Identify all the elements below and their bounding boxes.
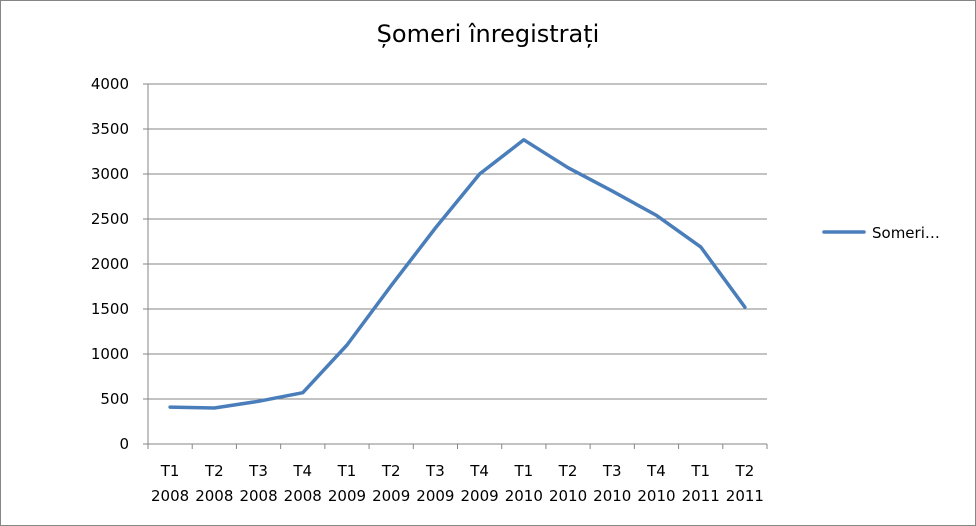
y-tick-label: 4000 bbox=[91, 75, 129, 93]
x-tick-label-quarter: T2 bbox=[558, 462, 578, 480]
x-tick-label-quarter: T1 bbox=[160, 462, 180, 480]
x-tick-label-quarter: T3 bbox=[248, 462, 268, 480]
x-tick-label-year: 2008 bbox=[239, 487, 277, 505]
y-tick-label: 2000 bbox=[91, 255, 129, 273]
x-tick-label-year: 2009 bbox=[372, 487, 410, 505]
x-tick-label-year: 2008 bbox=[151, 487, 189, 505]
x-tick-label-quarter: T4 bbox=[646, 462, 666, 480]
x-tick-label-quarter: T2 bbox=[381, 462, 401, 480]
x-tick-label-year: 2011 bbox=[682, 487, 720, 505]
x-tick-label-year: 2008 bbox=[195, 487, 233, 505]
x-tick-label-year: 2010 bbox=[505, 487, 543, 505]
x-tick-label-quarter: T4 bbox=[292, 462, 312, 480]
x-tick-label-year: 2009 bbox=[416, 487, 454, 505]
x-tick-label-year: 2010 bbox=[637, 487, 675, 505]
x-tick-label-quarter: T3 bbox=[425, 462, 445, 480]
x-tick-label-quarter: T1 bbox=[690, 462, 710, 480]
series-line bbox=[168, 138, 747, 410]
x-tick-label-quarter: T2 bbox=[204, 462, 224, 480]
x-tick-label-year: 2010 bbox=[593, 487, 631, 505]
x-tick-label-year: 2009 bbox=[461, 487, 499, 505]
y-tick-label: 3500 bbox=[91, 120, 129, 138]
x-tick-label-year: 2008 bbox=[284, 487, 322, 505]
y-tick-label: 0 bbox=[119, 435, 129, 453]
y-tick-label: 1000 bbox=[91, 345, 129, 363]
x-tick-label-quarter: T3 bbox=[602, 462, 622, 480]
legend-label: Someri… bbox=[872, 224, 940, 242]
x-tick-label-year: 2011 bbox=[726, 487, 764, 505]
x-tick-label-quarter: T4 bbox=[469, 462, 489, 480]
y-tick-label: 500 bbox=[100, 390, 129, 408]
x-tick-label-year: 2009 bbox=[328, 487, 366, 505]
x-tick-label-quarter: T1 bbox=[337, 462, 357, 480]
x-tick-label-quarter: T1 bbox=[513, 462, 533, 480]
y-tick-label: 2500 bbox=[91, 210, 129, 228]
chart-title: Șomeri înregistrați bbox=[376, 20, 600, 48]
y-tick-label: 3000 bbox=[91, 165, 129, 183]
x-tick-label-quarter: T2 bbox=[735, 462, 755, 480]
y-tick-label: 1500 bbox=[91, 300, 129, 318]
x-tick-label-year: 2010 bbox=[549, 487, 587, 505]
